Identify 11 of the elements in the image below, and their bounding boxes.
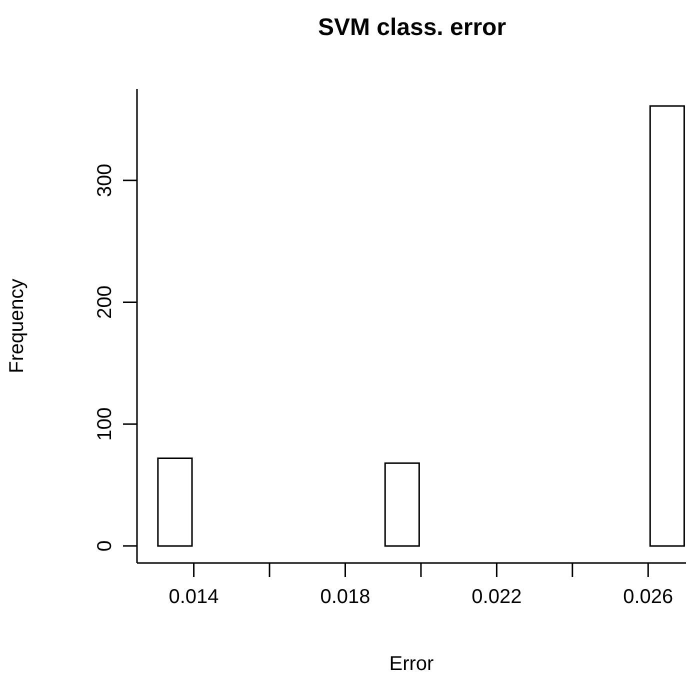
x-tick-label: 0.018 xyxy=(320,586,370,608)
y-tick-label: 100 xyxy=(94,407,116,441)
y-tick-label: 200 xyxy=(94,286,116,319)
x-tick-label: 0.026 xyxy=(623,586,674,608)
y-tick-label: 0 xyxy=(94,540,116,552)
x-tick-label: 0.014 xyxy=(168,586,219,608)
y-tick-label: 300 xyxy=(94,164,116,198)
y-axis-title: Frequency xyxy=(6,278,28,374)
chart-title: SVM class. error xyxy=(316,14,508,42)
x-tick-label: 0.022 xyxy=(472,586,522,608)
x-axis-title: Error xyxy=(389,653,434,675)
